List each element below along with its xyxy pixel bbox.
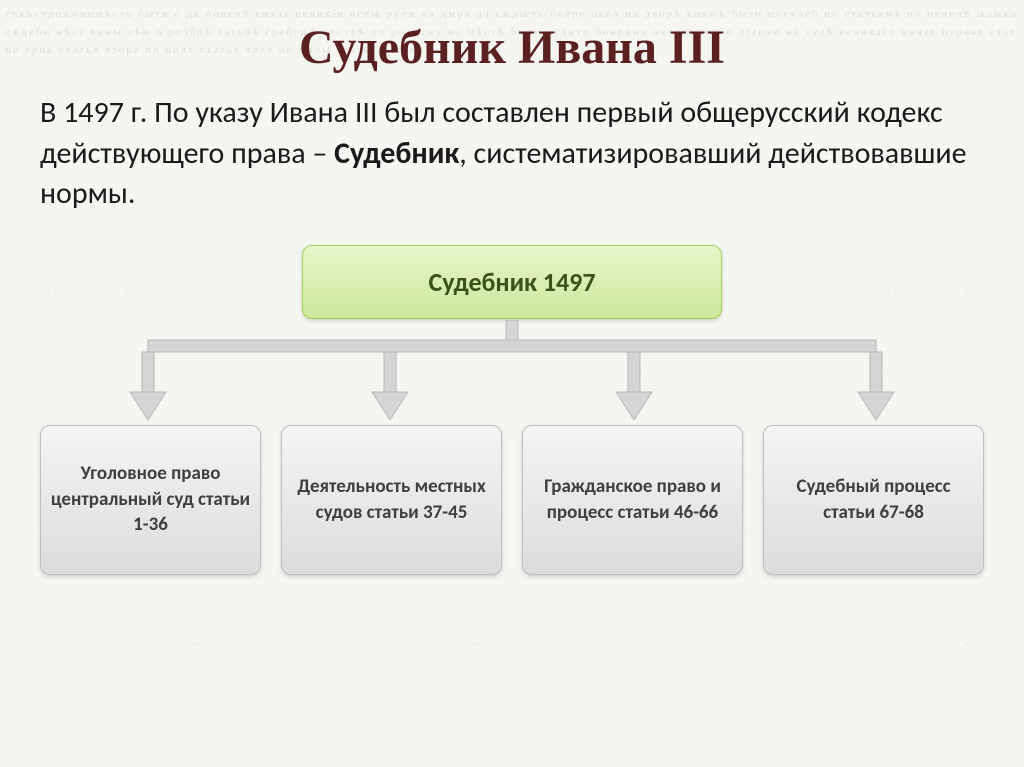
diagram-container: Судебник 1497 Уголовное право центральны… xyxy=(40,245,984,665)
diagram-main-box: Судебник 1497 xyxy=(302,245,722,319)
branch-box-local-courts: Деятельность местных судов статьи 37-45 xyxy=(281,425,502,575)
arrow-icon xyxy=(858,352,894,420)
branch-box-criminal-law: Уголовное право центральный суд статьи 1… xyxy=(40,425,261,575)
arrow-icon xyxy=(616,352,652,420)
diagram-main-label: Судебник 1497 xyxy=(428,266,595,298)
description-text: В 1497 г. По указу Ивана III был составл… xyxy=(40,93,984,215)
arrow-icon xyxy=(130,352,166,420)
branch-label: Деятельность местных судов статьи 37-45 xyxy=(290,474,493,525)
page-title: Судебник Ивана III xyxy=(40,20,984,75)
branch-box-civil-law: Гражданское право и процесс статьи 46-66 xyxy=(522,425,743,575)
branch-box-court-process: Судебный процесс статьи 67-68 xyxy=(763,425,984,575)
branches-container: Уголовное право центральный суд статьи 1… xyxy=(40,425,984,575)
branch-label: Судебный процесс статьи 67-68 xyxy=(772,474,975,525)
diagram-arrows xyxy=(40,320,984,425)
branch-label: Уголовное право центральный суд статьи 1… xyxy=(49,461,252,538)
arrow-icon xyxy=(372,352,408,420)
description-bold-term: Судебник xyxy=(334,135,459,172)
branch-label: Гражданское право и процесс статьи 46-66 xyxy=(531,474,734,525)
